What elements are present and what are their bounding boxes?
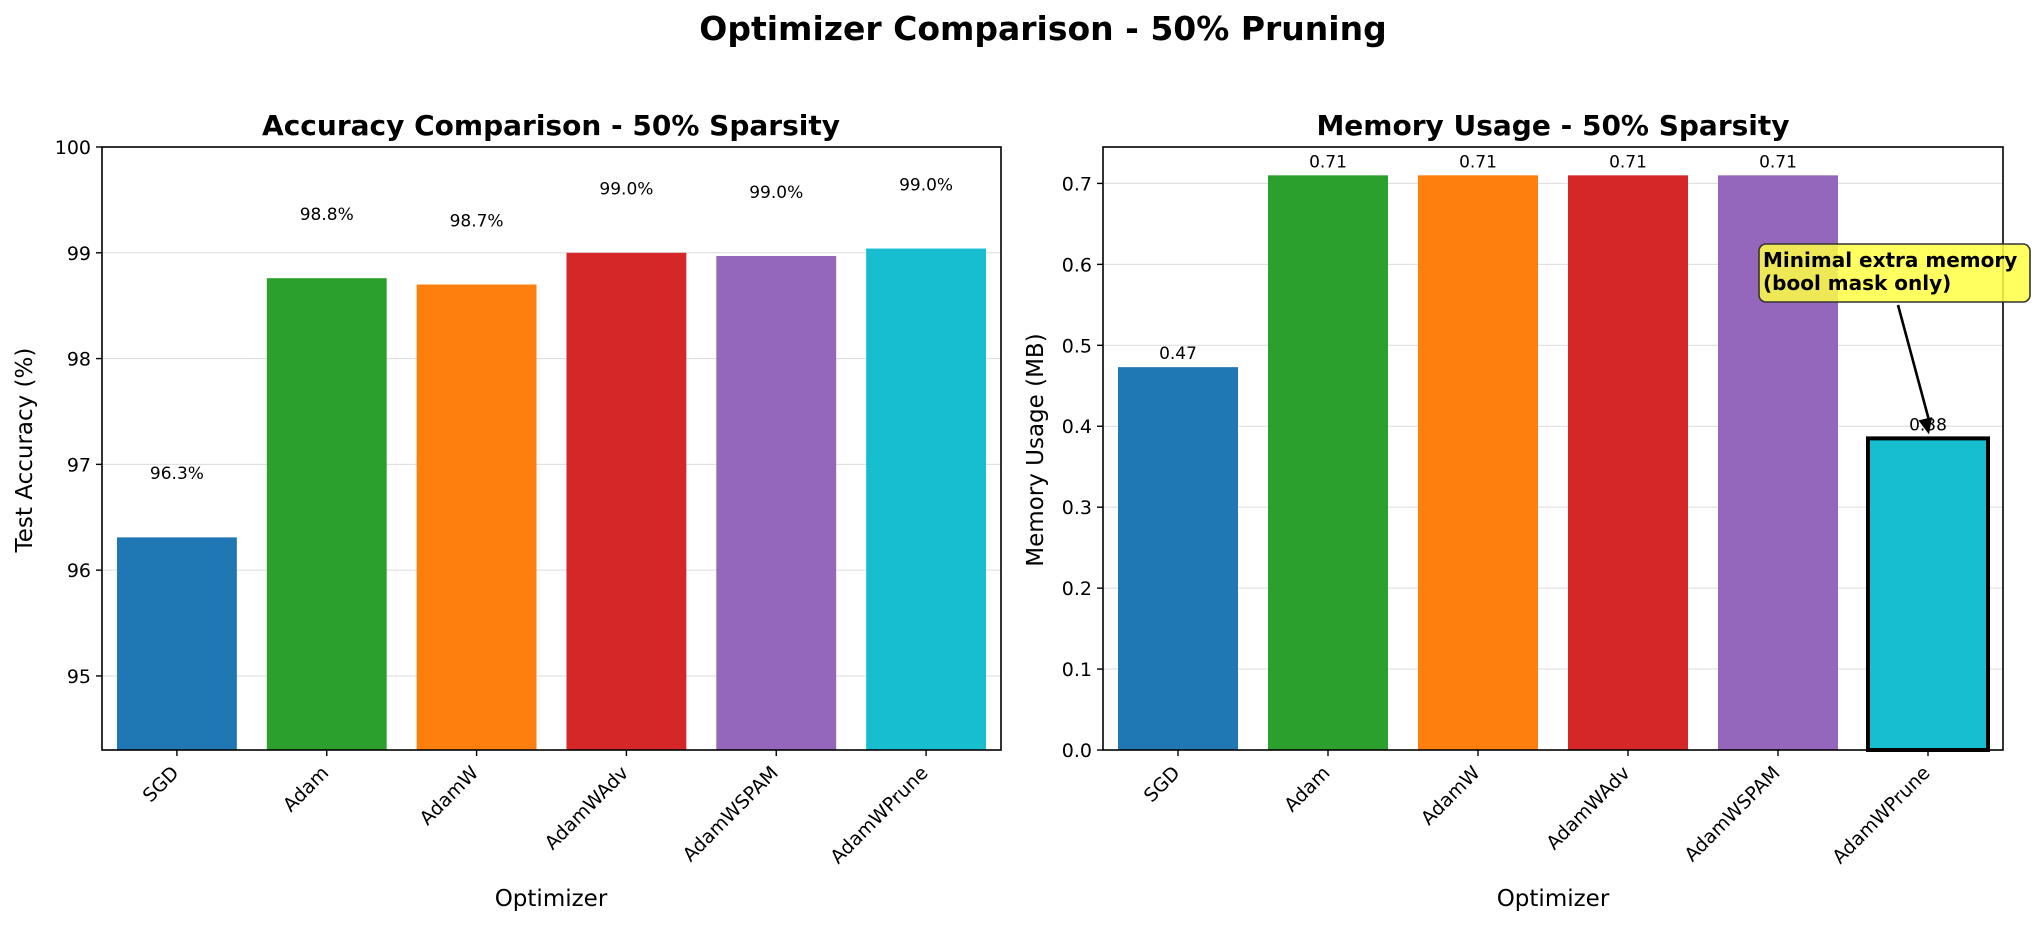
memory-data-label: 0.71	[1609, 152, 1647, 172]
memory-y-tick-label: 0.2	[1062, 578, 1092, 600]
accuracy-axes-frame	[101, 146, 1002, 751]
memory-y-tick-label: 0.4	[1062, 416, 1092, 438]
memory-x-tick-label: AdamW	[1417, 762, 1485, 830]
accuracy-y-tick-label: 95	[67, 666, 91, 688]
accuracy-data-label: 99.0%	[899, 175, 953, 195]
accuracy-bar-sgd	[116, 537, 237, 750]
annotation-arrowhead	[1918, 417, 1933, 435]
memory-y-axis-label: Memory Usage (MB)	[1023, 333, 1049, 566]
accuracy-y-tick-label: 96	[67, 560, 91, 582]
memory-y-tick-label: 0.7	[1062, 173, 1092, 195]
accuracy-x-tick-label: AdamW	[415, 762, 483, 830]
accuracy-y-tick-label: 100	[55, 137, 91, 159]
accuracy-x-tick-label: AdamWSPAM	[679, 762, 783, 866]
memory-bar-sgd	[1118, 367, 1238, 750]
memory-y-tick-label: 0.3	[1062, 497, 1092, 519]
accuracy-bar-adamw	[416, 284, 537, 750]
memory-y-tick-label: 0.0	[1062, 740, 1092, 762]
accuracy-y-tick-label: 98	[67, 349, 91, 371]
accuracy-x-tick-label: AdamWAdv	[541, 762, 633, 854]
memory-x-tick-label: SGD	[1140, 762, 1185, 807]
memory-axes-frame	[1102, 146, 2004, 751]
memory-data-label: 0.47	[1159, 344, 1197, 364]
memory-bar-adamw	[1418, 175, 1538, 750]
accuracy-x-tick-label: AdamWPrune	[826, 762, 932, 868]
memory-data-label: 0.71	[1759, 152, 1797, 172]
memory-y-tick-label: 0.5	[1062, 335, 1092, 357]
accuracy-y-tick-label: 97	[67, 454, 91, 476]
annotation-text-line: Minimal extra memory	[1763, 248, 2017, 272]
accuracy-x-axis-label: Optimizer	[495, 886, 608, 912]
memory-y-tick-label: 0.6	[1062, 254, 1092, 276]
accuracy-bar-adamwspam	[716, 255, 837, 750]
memory-data-label: 0.71	[1459, 152, 1497, 172]
accuracy-chart-panel: Accuracy Comparison - 50% Sparsity Optim…	[12, 109, 1002, 912]
accuracy-data-label: 96.3%	[150, 464, 204, 484]
memory-data-label: 0.71	[1309, 152, 1347, 172]
accuracy-data-label: 98.8%	[300, 205, 354, 225]
accuracy-bar-adam	[266, 278, 387, 750]
annotation-arrow	[1896, 304, 1931, 421]
memory-x-tick-label: AdamWPrune	[1828, 762, 1934, 868]
annotation-text-line: (bool mask only)	[1763, 271, 1951, 295]
accuracy-y-tick-label: 99	[67, 243, 91, 265]
accuracy-y-axis-label: Test Accuracy (%)	[12, 348, 38, 554]
memory-bar-adam	[1268, 175, 1388, 750]
accuracy-data-label: 99.0%	[749, 183, 803, 203]
memory-x-axis-label: Optimizer	[1497, 886, 1610, 912]
accuracy-bar-adamwadv	[566, 252, 687, 750]
memory-x-tick-label: Adam	[1280, 762, 1334, 816]
accuracy-data-label: 99.0%	[599, 180, 653, 200]
memory-bar-adamwprune	[1866, 436, 1990, 752]
memory-x-tick-label: AdamWSPAM	[1680, 762, 1784, 866]
accuracy-chart-title: Accuracy Comparison - 50% Sparsity	[262, 109, 840, 142]
accuracy-bar-adamwprune	[866, 248, 987, 750]
memory-x-tick-label: AdamWAdv	[1542, 762, 1634, 854]
accuracy-x-tick-label: Adam	[279, 762, 333, 816]
memory-y-tick-label: 0.1	[1062, 659, 1092, 681]
annotation-box	[1758, 243, 2031, 303]
accuracy-x-tick-label: SGD	[139, 762, 184, 807]
memory-chart-title: Memory Usage - 50% Sparsity	[1316, 109, 1789, 142]
memory-chart-panel: Memory Usage - 50% Sparsity Optimizer Me…	[1023, 109, 2031, 912]
memory-bar-adamwadv	[1568, 175, 1688, 750]
figure-suptitle: Optimizer Comparison - 50% Pruning	[699, 9, 1386, 48]
accuracy-data-label: 98.7%	[450, 211, 504, 231]
